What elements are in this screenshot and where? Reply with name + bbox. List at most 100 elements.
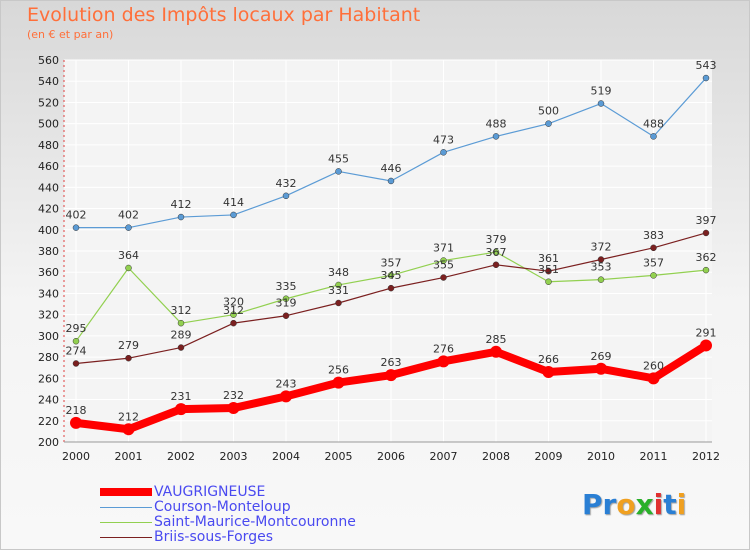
- data-label: 335: [276, 280, 297, 293]
- x-tick-label: 2010: [587, 450, 615, 463]
- data-label: 353: [591, 261, 612, 274]
- data-point: [72, 360, 80, 367]
- data-point: [702, 74, 710, 82]
- data-point: [282, 295, 290, 302]
- data-label: 276: [433, 342, 454, 355]
- y-tick-label: 420: [38, 203, 59, 216]
- y-tick-label: 200: [38, 436, 59, 449]
- logo-letter: i: [676, 488, 687, 521]
- data-point: [230, 311, 237, 318]
- y-tick-label: 360: [38, 266, 59, 279]
- data-point: [650, 133, 657, 140]
- logo-letter: x: [635, 488, 654, 521]
- data-point: [175, 403, 187, 416]
- data-label: 488: [486, 117, 507, 130]
- data-point: [177, 319, 185, 327]
- y-tick-label: 380: [38, 245, 59, 258]
- data-label: 412: [171, 198, 192, 211]
- data-label: 379: [486, 233, 507, 246]
- data-label: 345: [381, 269, 402, 282]
- legend-label: Briis-sous-Forges: [154, 529, 273, 545]
- data-label: 402: [66, 209, 87, 222]
- data-label: 372: [591, 240, 612, 253]
- legend-label: VAUGRIGNEUSE: [154, 484, 266, 500]
- data-label: 231: [171, 390, 192, 403]
- y-tick-label: 320: [38, 309, 59, 322]
- data-label: 279: [118, 339, 139, 352]
- data-label: 274: [66, 344, 87, 357]
- data-label: 355: [433, 259, 454, 272]
- y-tick-label: 500: [38, 118, 59, 131]
- data-label: 357: [643, 256, 664, 269]
- x-tick-label: 2011: [640, 450, 668, 463]
- data-label: 488: [643, 117, 664, 130]
- data-label: 295: [66, 322, 87, 335]
- series-group: [70, 74, 712, 436]
- data-label: 319: [276, 297, 297, 310]
- data-label: 383: [643, 229, 664, 242]
- data-label: 263: [381, 356, 402, 369]
- data-point: [125, 264, 132, 272]
- data-label: 212: [118, 410, 139, 423]
- y-tick-label: 520: [38, 96, 59, 109]
- legend-swatch: [100, 536, 152, 538]
- y-tick-label: 540: [38, 75, 59, 88]
- data-point: [492, 248, 500, 256]
- legend-swatch: [100, 521, 152, 523]
- y-tick-label: 220: [38, 415, 59, 428]
- data-point: [440, 274, 447, 281]
- y-tick-label: 300: [38, 330, 59, 343]
- data-point: [387, 272, 395, 279]
- data-label: 432: [276, 177, 297, 190]
- logo-letter: o: [616, 488, 636, 521]
- data-label: 269: [591, 350, 612, 363]
- data-label: 519: [591, 85, 612, 98]
- logo-letter: i: [653, 488, 664, 521]
- y-tick-label: 440: [38, 181, 59, 194]
- data-label: 414: [223, 196, 244, 209]
- legend-swatch: [100, 506, 152, 508]
- data-label: 291: [696, 326, 717, 339]
- legend-label: Saint-Maurice-Montcouronne: [154, 514, 356, 530]
- logo-letter: t: [663, 488, 677, 521]
- data-point: [650, 244, 657, 252]
- data-labels: 218 212 231 232 243 256 263 276 285 266 269 260 291 4…: [66, 59, 717, 423]
- data-label: 320: [223, 296, 244, 309]
- data-point: [280, 390, 292, 403]
- data-point: [230, 319, 237, 327]
- y-tick-label: 460: [38, 160, 59, 173]
- y-tick-label: 340: [38, 287, 59, 300]
- legend-label: Courson-Monteloup: [154, 499, 291, 515]
- data-point: [440, 257, 447, 264]
- data-point: [72, 337, 80, 345]
- data-label: 543: [696, 59, 717, 72]
- data-point: [227, 402, 240, 415]
- data-point: [335, 281, 342, 289]
- data-label: 364: [118, 249, 139, 262]
- data-point: [177, 344, 185, 351]
- chart-title: Evolution des Impôts locaux par Habitant: [27, 4, 421, 26]
- x-tick-label: 2002: [167, 450, 195, 463]
- data-point: [490, 345, 502, 358]
- data-label: 455: [328, 152, 349, 165]
- data-point: [385, 369, 397, 382]
- data-point: [387, 284, 395, 292]
- data-point: [282, 192, 290, 200]
- chart-subtitle: (en € et par an): [27, 28, 114, 41]
- data-label: 285: [486, 333, 507, 346]
- y-tick-label: 400: [38, 224, 59, 237]
- data-label: 312: [171, 304, 192, 317]
- data-label: 500: [538, 105, 559, 118]
- data-label: 397: [696, 214, 717, 227]
- data-label: 367: [486, 246, 507, 259]
- x-tick-label: 2009: [535, 450, 563, 463]
- data-point: [492, 133, 500, 140]
- logo-letter: r: [602, 488, 617, 521]
- data-label: 289: [171, 329, 192, 342]
- data-point: [335, 299, 342, 307]
- x-tick-label: 2003: [220, 450, 248, 463]
- data-point: [72, 224, 80, 231]
- x-tick-label: 2008: [482, 450, 510, 463]
- data-point: [545, 120, 552, 127]
- data-point: [335, 168, 342, 175]
